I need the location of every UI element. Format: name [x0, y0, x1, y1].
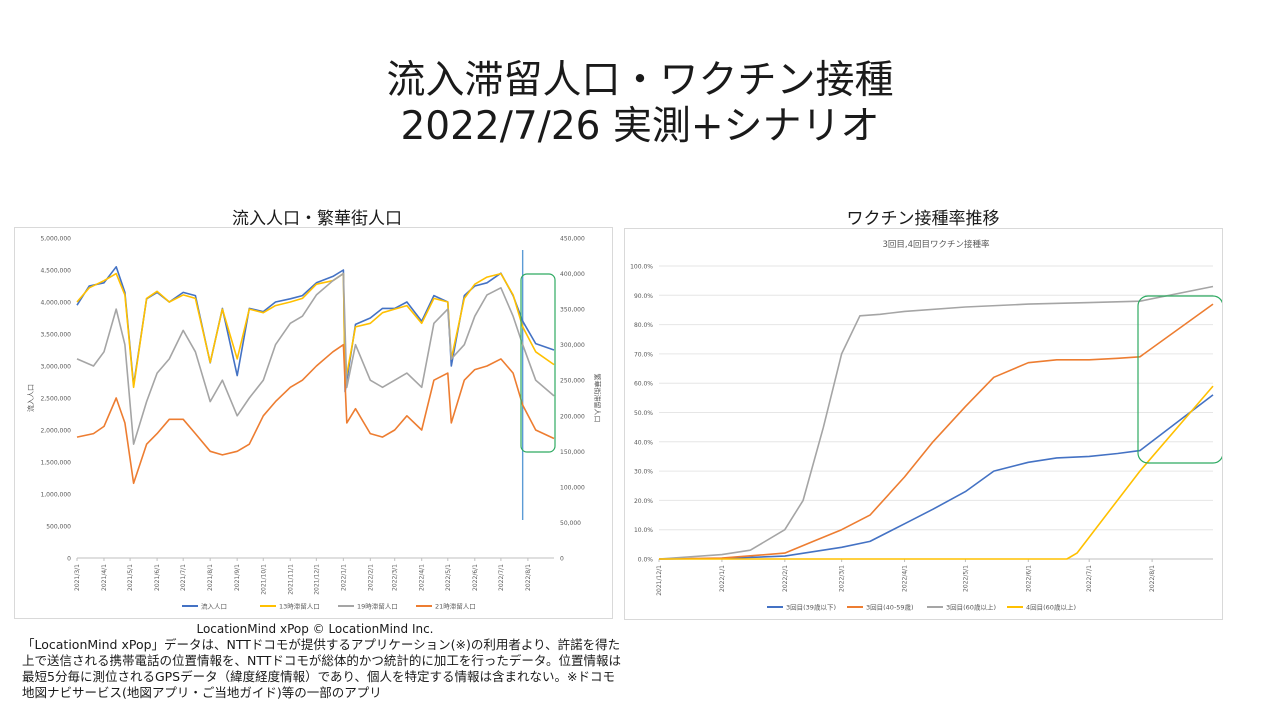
vaccination-chart-panel: 0.0% 10.0% 20.0% 30.0% 40.0% 50.0% 60.0% 70.0% 8… — [624, 228, 1224, 620]
x-tick-label: 2022/2/1 — [367, 564, 374, 591]
y-tick-label: 500,000 — [46, 524, 71, 531]
y2-tick-label: 0 — [560, 556, 564, 563]
series-line-4 — [659, 385, 1214, 560]
y2-tick-label: 50,000 — [560, 520, 581, 527]
x-tick-label: 2022/6/1 — [472, 564, 479, 591]
x-tick-label: 2022/8/1 — [525, 564, 532, 591]
legend-label: 4回目(60歳以上) — [1026, 603, 1076, 612]
series-line-3 — [658, 285, 1214, 560]
legend-label: 13時滞留人口 — [279, 602, 320, 611]
legend-label: 3回目(60歳以上) — [946, 603, 996, 612]
series-line-1 — [658, 394, 1214, 560]
slide-title-line1: 流入滞留人口・ワクチン接種 — [386, 58, 894, 103]
y-tick-label: 70.0% — [634, 351, 653, 358]
y-tick-label: 3,500,000 — [40, 332, 71, 339]
x-tick-label: 2021/4/1 — [101, 564, 108, 591]
x-tick-label: 2021/12/1 — [313, 564, 320, 595]
x-tick-label: 2022/4/1 — [902, 565, 909, 592]
x-tick-label: 2022/4/1 — [419, 564, 426, 591]
y2-axis-label: 繁華街滞留人口 — [593, 374, 602, 423]
y2-tick-label: 250,000 — [560, 378, 585, 385]
population-chart-panel: 0 500,000 1,000,000 1,500,000 2,000,000 2,500… — [14, 227, 613, 619]
scenario-highlight-box — [520, 273, 556, 453]
x-tick-label: 2022/7/1 — [498, 564, 505, 591]
x-tick-label: 2021/12/1 — [656, 565, 663, 596]
data-note: 「LocationMind xPop」データは、NTTドコモが提供するアプリケー… — [22, 637, 622, 700]
x-tick-label: 2021/9/1 — [234, 564, 241, 591]
x-tick-label: 2021/7/1 — [180, 564, 187, 591]
y2-tick-label: 150,000 — [560, 449, 585, 456]
legend-label: 流入人口 — [201, 602, 227, 611]
y-tick-label: 10.0% — [634, 527, 653, 534]
y-tick-label: 100.0% — [630, 264, 653, 271]
x-tick-label: 2021/11/1 — [287, 564, 294, 595]
y-tick-label: 1,000,000 — [40, 492, 71, 499]
y2-tick-label: 200,000 — [560, 413, 585, 420]
y-tick-label: 4,000,000 — [40, 300, 71, 307]
y2-tick-label: 400,000 — [560, 271, 585, 278]
y-tick-label: 60.0% — [634, 381, 653, 388]
legend-label: 19時滞留人口 — [357, 602, 398, 611]
y-tick-label: 3,000,000 — [40, 364, 71, 371]
x-tick-label: 2022/2/1 — [782, 565, 789, 592]
y-tick-label: 1,500,000 — [40, 460, 71, 467]
x-tick-label: 2022/8/1 — [1149, 565, 1156, 592]
x-tick-label: 2022/1/1 — [340, 564, 347, 591]
y2-tick-label: 350,000 — [560, 307, 585, 314]
series-line-2 — [76, 272, 555, 389]
y-tick-label: 2,000,000 — [40, 428, 71, 435]
left-chart-title: 流入人口・繁華街人口 — [232, 209, 402, 229]
x-tick-label: 2022/5/1 — [445, 564, 452, 591]
y-tick-label: 4,500,000 — [40, 268, 71, 275]
data-source: LocationMind xPop © LocationMind Inc. — [196, 622, 434, 636]
series-line-2 — [658, 303, 1214, 560]
y-tick-label: 0.0% — [638, 557, 654, 564]
series-line-4 — [76, 343, 555, 485]
vaccination-line-chart: 0.0% 10.0% 20.0% 30.0% 40.0% 50.0% 60.0% 70.0% 8… — [630, 239, 1224, 612]
y-tick-label: 5,000,000 — [40, 236, 71, 243]
legend-label: 21時滞留人口 — [435, 602, 476, 611]
x-tick-label: 2022/7/1 — [1086, 565, 1093, 592]
x-tick-label: 2022/1/1 — [719, 565, 726, 592]
x-tick-label: 2021/5/1 — [127, 564, 134, 591]
y-tick-label: 0 — [67, 556, 71, 563]
y2-tick-label: 300,000 — [560, 342, 585, 349]
x-tick-label: 2021/3/1 — [74, 564, 81, 591]
x-tick-label: 2022/3/1 — [839, 565, 846, 592]
y-tick-label: 20.0% — [634, 498, 653, 505]
y2-tick-label: 100,000 — [560, 484, 585, 491]
x-tick-label: 2021/8/1 — [207, 564, 214, 591]
slide-title: 流入滞留人口・ワクチン接種 2022/7/26 実測+シナリオ — [0, 58, 1280, 150]
legend-label: 3回目(39歳以下) — [786, 603, 836, 612]
scenario-highlight-box — [1137, 295, 1224, 464]
y-tick-label: 90.0% — [634, 293, 653, 300]
y-tick-label: 2,500,000 — [40, 396, 71, 403]
y-tick-label: 30.0% — [634, 469, 653, 476]
series-line-3 — [76, 272, 555, 445]
x-tick-label: 2021/6/1 — [154, 564, 161, 591]
y-tick-label: 80.0% — [634, 322, 653, 329]
y-tick-label: 50.0% — [634, 410, 653, 417]
population-line-chart: 0 500,000 1,000,000 1,500,000 2,000,000 2,500… — [26, 236, 602, 611]
x-tick-label: 2021/10/1 — [260, 564, 267, 595]
y-axis-label: 流入人口 — [26, 384, 35, 412]
x-tick-label: 2022/3/1 — [392, 564, 399, 591]
x-tick-label: 2022/6/1 — [1025, 565, 1032, 592]
chart-title: 3回目,4回目ワクチン接種率 — [882, 239, 990, 250]
legend-label: 3回目(40-59歳) — [866, 603, 914, 612]
slide-title-line2: 2022/7/26 実測+シナリオ — [400, 104, 880, 149]
y-tick-label: 40.0% — [634, 439, 653, 446]
right-chart-title: ワクチン接種率推移 — [846, 209, 1000, 229]
y2-tick-label: 450,000 — [560, 236, 585, 243]
x-tick-label: 2022/5/1 — [962, 565, 969, 592]
